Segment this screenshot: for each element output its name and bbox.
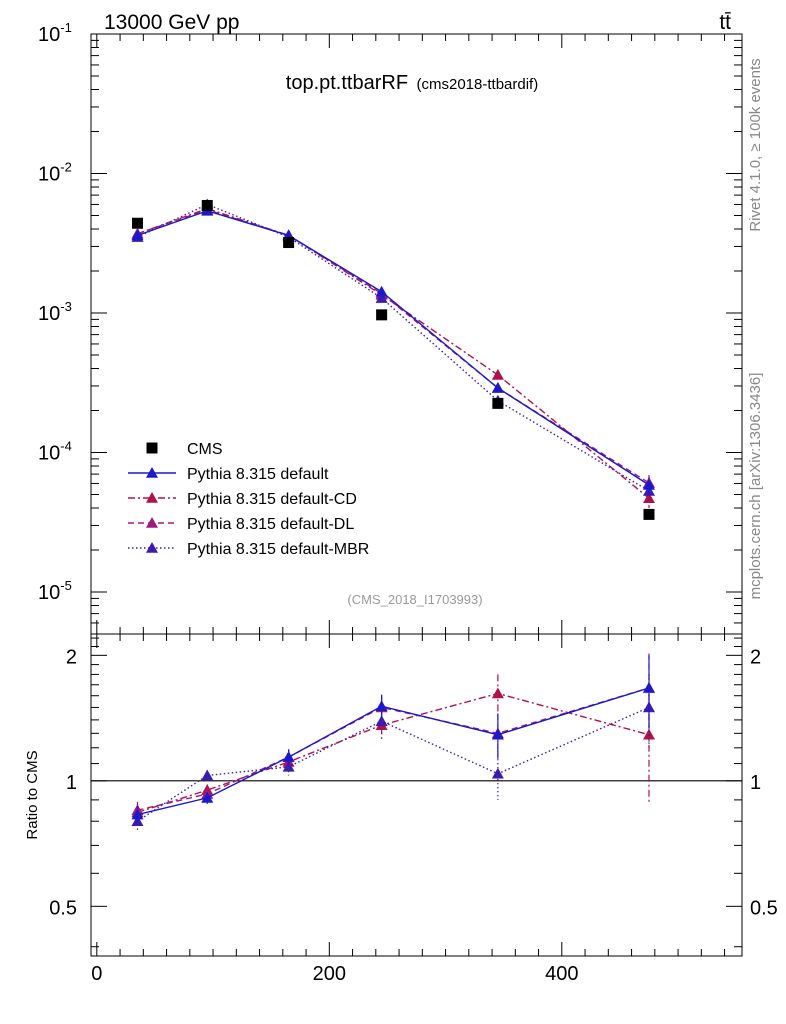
series-marker <box>491 381 504 393</box>
y-tick-label: 10-2 <box>38 160 72 186</box>
cms-data-marker <box>201 199 213 211</box>
legend-entry: Pythia 8.315 default-MBR <box>128 541 369 558</box>
cms-data-marker <box>132 217 143 229</box>
legend-entry: Pythia 8.315 default-DL <box>128 516 354 533</box>
x-tick-label: 0 <box>91 963 102 985</box>
title-main: top.pt.ttbarRF <box>286 72 408 94</box>
legend-entry: Pythia 8.315 default-CD <box>128 491 357 508</box>
ratio-pythia-8-315-default-mbr <box>131 674 655 831</box>
mcplots-source-label: mcplots.cern.ch [arXiv:1306.3436] <box>747 373 764 600</box>
series-marker <box>375 292 388 303</box>
y-tick-exponent: -5 <box>60 578 72 593</box>
main-series <box>131 198 655 520</box>
series-marker <box>643 478 655 490</box>
ratio-y-tick-label-right: 1 <box>750 772 761 794</box>
legend-marker <box>146 542 158 553</box>
ratio-marker <box>643 728 655 740</box>
ratio-marker <box>131 808 144 820</box>
ratio-marker <box>375 700 388 712</box>
ratio-marker <box>643 681 655 693</box>
series-marker <box>491 368 504 380</box>
ratio-y-tick-label: 0.5 <box>49 897 77 919</box>
rivet-version-label: Rivet 4.1.0, ≥ 100k events <box>747 58 764 231</box>
ratio-y-axis-label: Ratio to CMS <box>24 750 41 839</box>
ratio-marker <box>491 687 504 699</box>
ratio-marker <box>282 751 295 762</box>
plot-title: top.pt.ttbarRF (cms2018-ttbardif) <box>286 72 538 94</box>
ratio-y-tick-label: 2 <box>66 646 77 668</box>
cms-data-marker <box>643 508 655 520</box>
y-tick-label: 10-1 <box>38 20 72 46</box>
y-tick-exponent: -1 <box>60 20 72 35</box>
legend-marker <box>146 467 158 478</box>
ratio-line <box>137 687 650 811</box>
y-tick-label: 10-4 <box>38 439 72 465</box>
ratio-marker <box>491 728 504 740</box>
title-subtitle: (cms2018-ttbardif) <box>417 76 539 93</box>
ratio-marker <box>201 769 214 781</box>
legend-label: Pythia 8.315 default-DL <box>187 516 354 533</box>
cms-data-marker <box>283 237 295 249</box>
legend-marker <box>146 492 158 503</box>
y-tick-label: 10-5 <box>38 578 72 604</box>
legend-entry: Pythia 8.315 default <box>128 466 329 483</box>
x-tick-label: 200 <box>313 963 346 985</box>
axes: 0 200 400 10-1 10-2 10-3 10-4 10-5 0.5 0.5 1 1 2 2 <box>38 20 778 985</box>
y-tick-exponent: -3 <box>60 299 72 314</box>
ratio-series <box>131 653 655 831</box>
ratio-line <box>137 687 650 816</box>
cms-data-marker <box>492 397 504 409</box>
legend-entry: CMS <box>146 441 223 458</box>
legend-cms-marker <box>146 442 158 454</box>
ratio-line <box>137 692 650 814</box>
legend: CMS Pythia 8.315 default Pythia 8.315 defa… <box>128 441 369 558</box>
ratio-y-tick-label: 1 <box>66 772 77 794</box>
series-line <box>137 208 650 484</box>
legend-marker <box>146 517 158 528</box>
legend-label: Pythia 8.315 default-CD <box>187 491 357 508</box>
ratio-marker <box>375 715 388 726</box>
ratio-plot-frame <box>90 633 743 957</box>
analysis-label: (CMS_2018_I1703993) <box>347 592 482 607</box>
ratio-y-tick-label-right: 2 <box>750 646 761 668</box>
series-pythia-8-315-default-cd <box>131 202 655 509</box>
cms-data-marker <box>376 309 388 321</box>
ratio-marker <box>282 760 295 772</box>
y-tick-label: 10-3 <box>38 299 72 325</box>
ratio-y-tick-label-right: 0.5 <box>750 897 778 919</box>
energy-label: 13000 GeV pp <box>104 11 239 34</box>
ratio-pythia-8-315-default <box>131 655 655 824</box>
x-tick-label: 400 <box>545 963 578 985</box>
series-marker <box>375 285 388 297</box>
y-tick-exponent: -2 <box>60 160 72 175</box>
ratio-marker <box>491 767 504 779</box>
legend-label: Pythia 8.315 default <box>187 466 329 483</box>
y-tick-exponent: -4 <box>60 439 72 454</box>
series-marker <box>131 229 144 241</box>
ratio-pythia-8-315-default-dl <box>131 653 655 819</box>
legend-label: CMS <box>187 441 223 458</box>
series-marker <box>643 492 655 504</box>
series-line <box>137 210 650 486</box>
series-line <box>137 203 650 492</box>
ratio-marker <box>201 791 214 803</box>
legend-label: Pythia 8.315 default-MBR <box>187 541 369 558</box>
cms-data-points <box>132 199 655 520</box>
process-label: tt̄ <box>719 11 731 34</box>
ratio-line <box>137 706 650 822</box>
